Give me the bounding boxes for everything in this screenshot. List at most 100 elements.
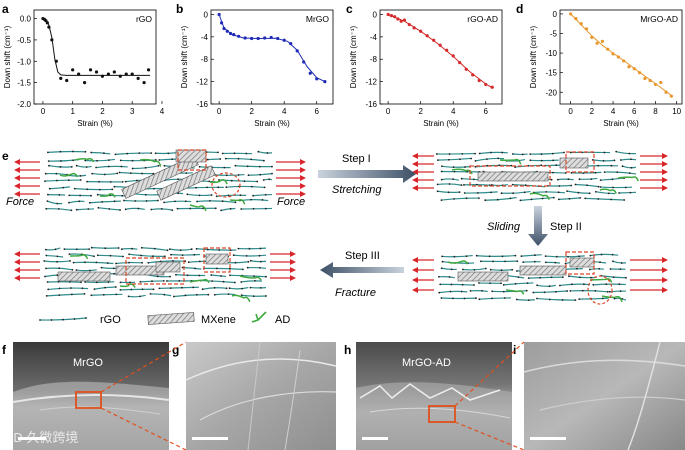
rgo-node xyxy=(207,248,209,251)
rgo-node xyxy=(612,276,615,278)
panel-letter-g: g xyxy=(172,343,179,357)
mechanism-diagram: Force Force Step I Stretching Step II Sl… xyxy=(6,149,668,326)
rgo-sheet xyxy=(123,199,158,202)
rgo-sheet xyxy=(164,200,192,204)
rgo-node xyxy=(234,201,237,204)
rgo-node xyxy=(606,290,609,293)
rgo-node xyxy=(515,298,518,301)
rgo-node xyxy=(222,280,225,283)
rgo-node xyxy=(68,201,70,204)
rgo-node xyxy=(206,186,209,189)
rgo-node xyxy=(108,159,110,162)
x-axis-label: Strain (%) xyxy=(603,119,639,128)
rgo-node xyxy=(603,151,606,154)
rgo-node xyxy=(597,198,600,200)
rgo-node xyxy=(102,293,105,296)
rgo-node xyxy=(135,179,138,182)
data-point xyxy=(659,80,663,85)
rgo-node xyxy=(218,249,221,251)
rgo-sheet xyxy=(476,254,516,257)
rgo-node xyxy=(500,192,503,195)
rgo-sheet xyxy=(585,197,625,201)
rgo-node xyxy=(217,151,219,154)
rgo-node xyxy=(577,191,580,194)
data-point xyxy=(396,17,400,21)
ad-molecule xyxy=(601,295,623,303)
data-point xyxy=(302,60,306,64)
rgo-node xyxy=(511,268,514,271)
rgo-node xyxy=(576,267,578,270)
rgo-node xyxy=(628,152,631,155)
sem-image-g xyxy=(185,341,337,450)
rgo-node xyxy=(98,180,100,183)
composite-initial xyxy=(44,149,273,212)
force-right-label: Force xyxy=(277,196,305,208)
rgo-node xyxy=(557,198,560,201)
rgo-node xyxy=(170,253,172,256)
rgo-node xyxy=(123,199,125,202)
rgo-node xyxy=(144,193,147,196)
rgo-node xyxy=(600,253,603,256)
rgo-node xyxy=(539,276,541,279)
rgo-node xyxy=(195,186,197,189)
rgo-node xyxy=(208,180,211,183)
rgo-node xyxy=(504,260,506,263)
fit-line xyxy=(218,14,326,83)
rgo-node xyxy=(85,166,88,168)
rgo-node xyxy=(259,173,262,176)
rgo-node xyxy=(543,291,546,294)
rgo-node xyxy=(252,194,255,197)
rgo-node xyxy=(150,152,153,155)
rgo-sheet xyxy=(590,253,619,257)
x-tick-label: 4 xyxy=(160,107,165,116)
ad-molecule xyxy=(617,176,639,182)
rgo-node xyxy=(172,260,174,262)
rgo-node xyxy=(140,254,142,257)
rgo-node xyxy=(439,283,442,286)
rgo-node xyxy=(141,288,144,291)
rgo-node xyxy=(46,200,49,203)
rgo-node xyxy=(221,152,224,155)
force-arrow-head xyxy=(14,267,20,273)
rgo-sheet xyxy=(214,293,236,296)
x-tick-label: 2 xyxy=(418,107,423,116)
data-point xyxy=(653,82,658,87)
rgo-node xyxy=(43,260,46,262)
rgo-node xyxy=(610,164,613,167)
sem-image-h: MrGO-AD xyxy=(356,342,512,450)
rgo-node xyxy=(490,151,492,154)
rgo-sheet xyxy=(175,274,206,277)
rgo-sheet xyxy=(475,157,504,162)
rgo-node xyxy=(116,172,119,175)
rgo-node xyxy=(177,192,180,195)
data-point xyxy=(217,12,221,17)
rgo-node xyxy=(225,287,228,290)
force-arrow-head xyxy=(14,259,20,265)
rgo-node xyxy=(232,254,235,257)
rgo-node xyxy=(211,280,214,282)
rgo-sheet xyxy=(91,293,123,296)
rgo-node xyxy=(448,158,450,161)
rgo-node xyxy=(440,170,443,173)
rgo-node xyxy=(610,198,613,201)
rgo-node xyxy=(452,166,455,169)
data-point xyxy=(445,48,449,52)
rgo-node xyxy=(113,200,116,203)
rgo-node xyxy=(475,297,477,300)
rgo-node xyxy=(591,159,594,161)
rgo-node xyxy=(63,248,66,251)
rgo-node xyxy=(129,281,132,284)
rgo-node xyxy=(478,298,481,301)
rgo-sheet xyxy=(85,158,115,162)
rgo-node xyxy=(242,268,244,271)
rgo-node xyxy=(612,186,614,189)
rgo-node xyxy=(131,159,134,162)
rgo-sheet xyxy=(441,165,471,168)
panel-letter-f: f xyxy=(2,343,7,357)
rgo-node xyxy=(75,248,78,251)
rgo-node xyxy=(234,261,237,264)
rgo-node xyxy=(480,260,482,263)
rgo-node xyxy=(149,293,152,295)
rgo-node xyxy=(84,159,87,162)
rgo-node xyxy=(44,180,46,183)
